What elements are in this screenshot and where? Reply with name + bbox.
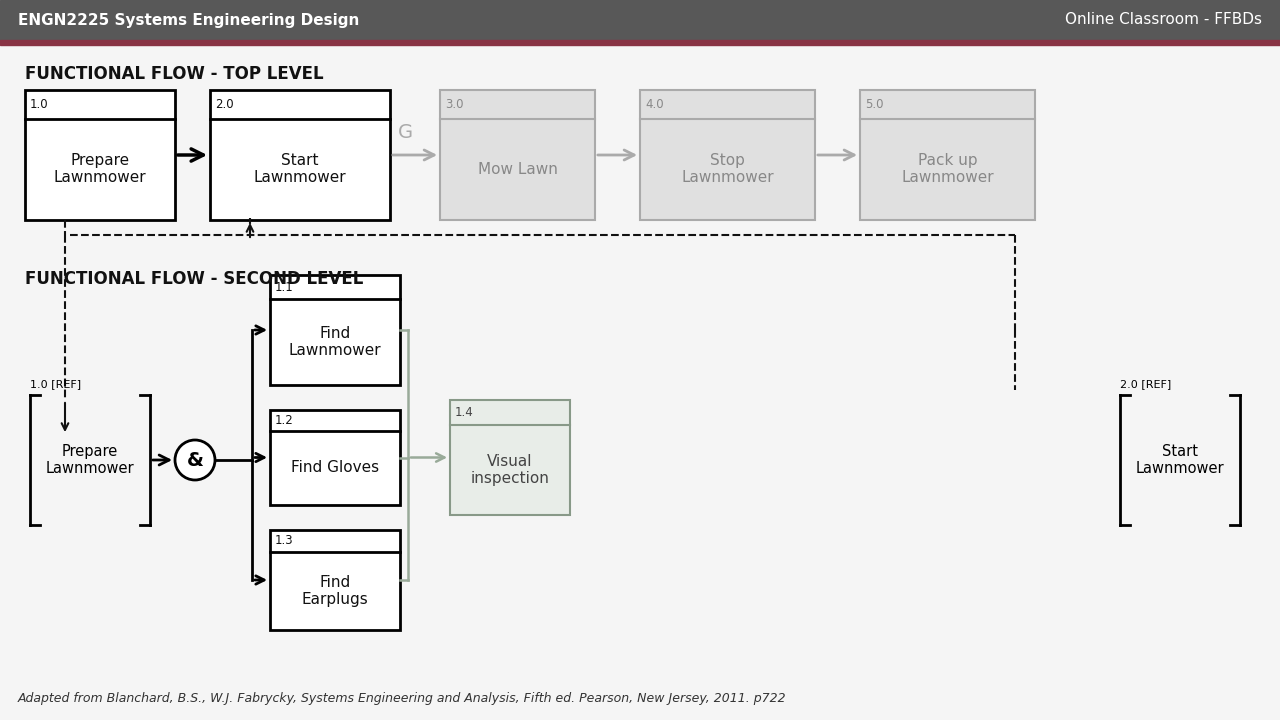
- Text: 1.2: 1.2: [275, 414, 293, 427]
- Bar: [0, 40, 1280, 45]
- Text: 1.3: 1.3: [275, 534, 293, 547]
- Text: 4.0: 4.0: [645, 98, 663, 111]
- Text: 2.0 [REF]: 2.0 [REF]: [1120, 379, 1171, 389]
- Text: FUNCTIONAL FLOW - SECOND LEVEL: FUNCTIONAL FLOW - SECOND LEVEL: [26, 270, 364, 288]
- Text: G: G: [398, 124, 413, 143]
- Text: ENGN2225 Systems Engineering Design: ENGN2225 Systems Engineering Design: [18, 12, 360, 27]
- Text: Visual
inspection: Visual inspection: [471, 454, 549, 486]
- Text: 1.0: 1.0: [29, 98, 49, 111]
- Bar: [640, 90, 815, 220]
- Bar: [0, 0, 1280, 40]
- Bar: [26, 90, 175, 220]
- Bar: [860, 90, 1036, 220]
- Text: Prepare
Lawnmower: Prepare Lawnmower: [54, 153, 146, 186]
- Text: Start
Lawnmower: Start Lawnmower: [1135, 444, 1224, 476]
- Text: 5.0: 5.0: [865, 98, 883, 111]
- Text: Pack up
Lawnmower: Pack up Lawnmower: [901, 153, 993, 186]
- Text: 1.1: 1.1: [275, 281, 293, 294]
- Bar: [440, 90, 595, 220]
- Text: Start
Lawnmower: Start Lawnmower: [253, 153, 347, 186]
- Text: Stop
Lawnmower: Stop Lawnmower: [681, 153, 774, 186]
- Bar: [451, 400, 570, 515]
- Text: 1.4: 1.4: [454, 406, 474, 419]
- Text: 2.0: 2.0: [215, 98, 234, 111]
- Text: 1.0 [REF]: 1.0 [REF]: [29, 379, 81, 389]
- Text: 3.0: 3.0: [445, 98, 463, 111]
- Bar: [270, 530, 399, 630]
- Bar: [210, 90, 390, 220]
- Text: Prepare
Lawnmower: Prepare Lawnmower: [46, 444, 134, 476]
- Text: Find
Earplugs: Find Earplugs: [302, 575, 369, 607]
- Text: Find Gloves: Find Gloves: [291, 461, 379, 475]
- Text: Mow Lawn: Mow Lawn: [477, 162, 557, 177]
- Text: FUNCTIONAL FLOW - TOP LEVEL: FUNCTIONAL FLOW - TOP LEVEL: [26, 65, 324, 83]
- Text: Online Classroom - FFBDs: Online Classroom - FFBDs: [1065, 12, 1262, 27]
- Text: Adapted from Blanchard, B.S., W.J. Fabrycky, Systems Engineering and Analysis, F: Adapted from Blanchard, B.S., W.J. Fabry…: [18, 692, 787, 705]
- Text: Find
Lawnmower: Find Lawnmower: [289, 326, 381, 359]
- Bar: [270, 410, 399, 505]
- Bar: [270, 275, 399, 385]
- Text: &: &: [187, 451, 204, 469]
- Circle shape: [175, 440, 215, 480]
